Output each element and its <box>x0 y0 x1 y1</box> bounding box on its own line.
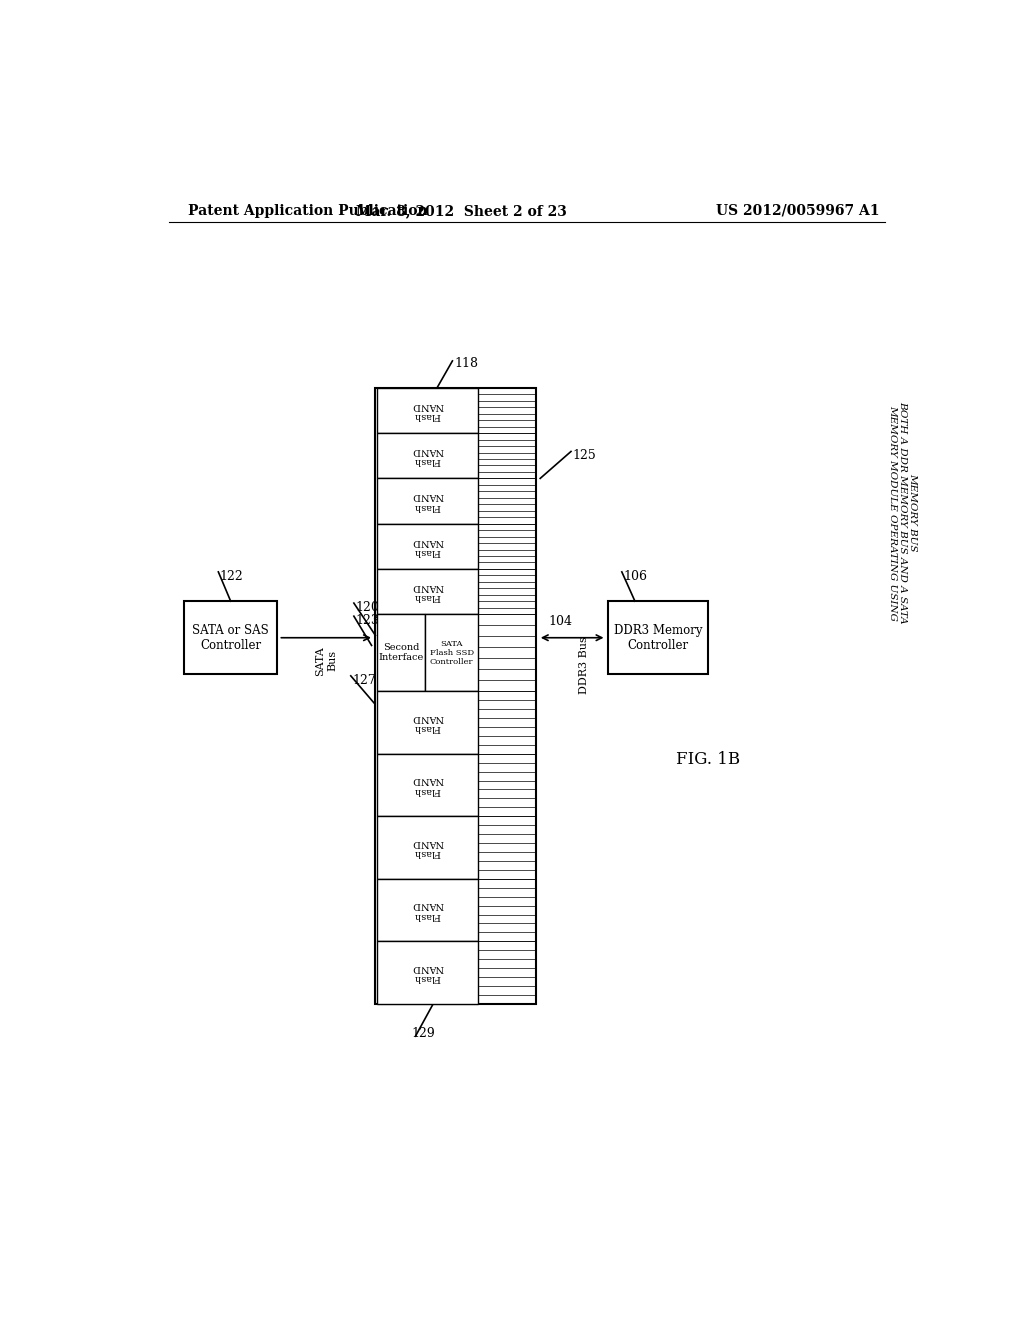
Text: Patent Application Publication: Patent Application Publication <box>188 203 428 218</box>
Bar <box>377 478 478 524</box>
Text: MEMORY BUS: MEMORY BUS <box>908 474 918 552</box>
Text: Mar. 8, 2012  Sheet 2 of 23: Mar. 8, 2012 Sheet 2 of 23 <box>356 203 567 218</box>
Text: 118: 118 <box>454 358 478 370</box>
Text: Flash
NAND: Flash NAND <box>412 713 443 733</box>
Bar <box>377 692 478 754</box>
Text: DDR3 Bus: DDR3 Bus <box>579 636 589 693</box>
Text: FIG. 1B: FIG. 1B <box>676 751 740 767</box>
Bar <box>377 569 478 614</box>
Bar <box>377 524 478 569</box>
Text: 125: 125 <box>572 449 596 462</box>
Text: US 2012/0059967 A1: US 2012/0059967 A1 <box>716 203 880 218</box>
Text: 123: 123 <box>355 614 379 627</box>
Text: SATA
Flash SSD
Controller: SATA Flash SSD Controller <box>430 639 474 667</box>
Text: SATA or SAS
Controller: SATA or SAS Controller <box>193 624 269 652</box>
Text: 120: 120 <box>355 601 379 614</box>
Bar <box>184 601 276 675</box>
Text: Flash
NAND: Flash NAND <box>412 401 443 420</box>
Text: Flash
NAND: Flash NAND <box>412 582 443 602</box>
Bar <box>425 614 478 692</box>
Text: Flash
NAND: Flash NAND <box>412 446 443 466</box>
Text: 122: 122 <box>220 570 244 582</box>
Text: Flash
NAND: Flash NAND <box>412 900 443 920</box>
Bar <box>608 601 708 675</box>
Bar <box>377 941 478 1003</box>
Bar <box>376 388 537 1003</box>
Bar <box>377 433 478 478</box>
Text: Flash
NAND: Flash NAND <box>412 491 443 511</box>
Text: BOTH A DDR MEMORY BUS AND A SATA: BOTH A DDR MEMORY BUS AND A SATA <box>898 401 907 624</box>
Bar <box>377 879 478 941</box>
Text: Flash
NAND: Flash NAND <box>412 838 443 857</box>
Bar <box>377 614 425 692</box>
Text: 129: 129 <box>412 1027 435 1040</box>
Text: Flash
NAND: Flash NAND <box>412 962 443 982</box>
Bar <box>377 754 478 816</box>
Bar <box>377 388 478 433</box>
Bar <box>377 816 478 879</box>
Text: Flash
NAND: Flash NAND <box>412 537 443 556</box>
Text: MEMORY MODULE OPERATING USING: MEMORY MODULE OPERATING USING <box>889 405 897 620</box>
Text: Second
Interface: Second Interface <box>379 643 424 663</box>
Text: 127: 127 <box>352 673 376 686</box>
Text: 106: 106 <box>624 570 647 582</box>
Text: Flash
NAND: Flash NAND <box>412 775 443 795</box>
Text: SATA
Bus: SATA Bus <box>315 645 337 676</box>
Text: 104: 104 <box>549 615 572 628</box>
Text: DDR3 Memory
Controller: DDR3 Memory Controller <box>613 624 702 652</box>
